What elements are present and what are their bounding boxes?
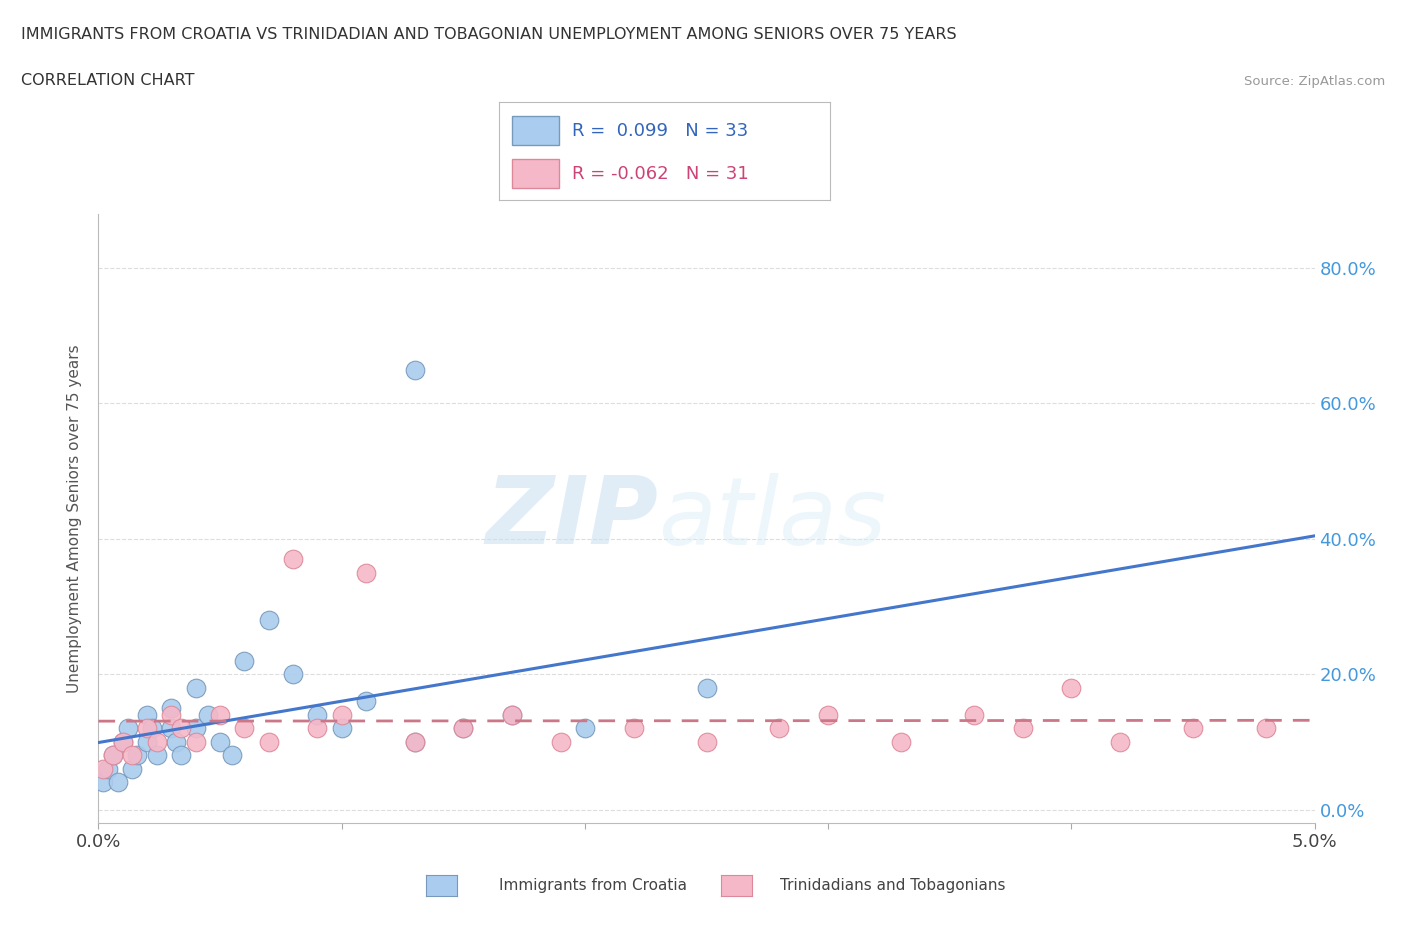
Point [501,708,523,723]
Point [1109,735,1132,750]
Point [160,708,183,723]
Point [117,721,139,736]
Point [281,551,304,566]
Point [101,748,124,763]
Point [574,721,596,736]
Point [501,708,523,723]
Point [136,735,159,750]
Point [1254,721,1277,736]
FancyBboxPatch shape [512,159,558,188]
Point [107,775,129,790]
Text: IMMIGRANTS FROM CROATIA VS TRINIDADIAN AND TOBAGONIAN UNEMPLOYMENT AMONG SENIORS: IMMIGRANTS FROM CROATIA VS TRINIDADIAN A… [21,27,956,42]
Text: CORRELATION CHART: CORRELATION CHART [21,73,194,88]
Point [121,748,143,763]
Point [1011,721,1033,736]
Point [146,735,169,750]
Point [184,721,207,736]
Point [354,565,377,580]
Point [307,708,329,723]
Point [136,721,159,736]
Text: atlas: atlas [658,473,886,564]
Point [233,653,256,668]
Text: Trinidadians and Tobagonians: Trinidadians and Tobagonians [780,878,1005,893]
Point [257,735,280,750]
Point [121,762,143,777]
Point [91,762,114,777]
Point [111,735,134,750]
FancyBboxPatch shape [512,116,558,145]
Point [354,694,377,709]
Point [404,362,426,377]
Point [170,721,193,736]
Point [97,762,120,777]
Point [1182,721,1205,736]
Point [197,708,219,723]
Point [817,708,839,723]
Point [404,735,426,750]
Point [221,748,243,763]
Point [136,708,159,723]
Point [696,735,718,750]
Point [281,667,304,682]
Point [146,748,169,763]
Y-axis label: Unemployment Among Seniors over 75 years: Unemployment Among Seniors over 75 years [67,344,83,693]
Point [184,680,207,695]
Point [768,721,790,736]
Text: Immigrants from Croatia: Immigrants from Croatia [499,878,688,893]
Text: ZIP: ZIP [485,472,658,565]
Point [184,735,207,750]
Point [550,735,572,750]
Point [404,735,426,750]
Point [307,721,329,736]
Point [1060,680,1083,695]
Point [170,748,193,763]
Point [165,735,187,750]
Point [453,721,475,736]
Point [890,735,912,750]
Point [257,613,280,628]
Point [91,775,114,790]
Point [233,721,256,736]
Point [696,680,718,695]
Point [141,721,163,736]
Point [330,708,353,723]
Text: Source: ZipAtlas.com: Source: ZipAtlas.com [1244,75,1385,88]
Point [209,735,232,750]
Point [101,748,124,763]
Point [330,721,353,736]
Point [623,721,645,736]
Text: R = -0.062   N = 31: R = -0.062 N = 31 [572,165,748,182]
Point [963,708,986,723]
Point [209,708,232,723]
Text: R =  0.099   N = 33: R = 0.099 N = 33 [572,122,748,140]
Point [453,721,475,736]
Point [111,735,134,750]
Point [127,748,149,763]
Point [160,721,183,736]
Point [160,700,183,715]
